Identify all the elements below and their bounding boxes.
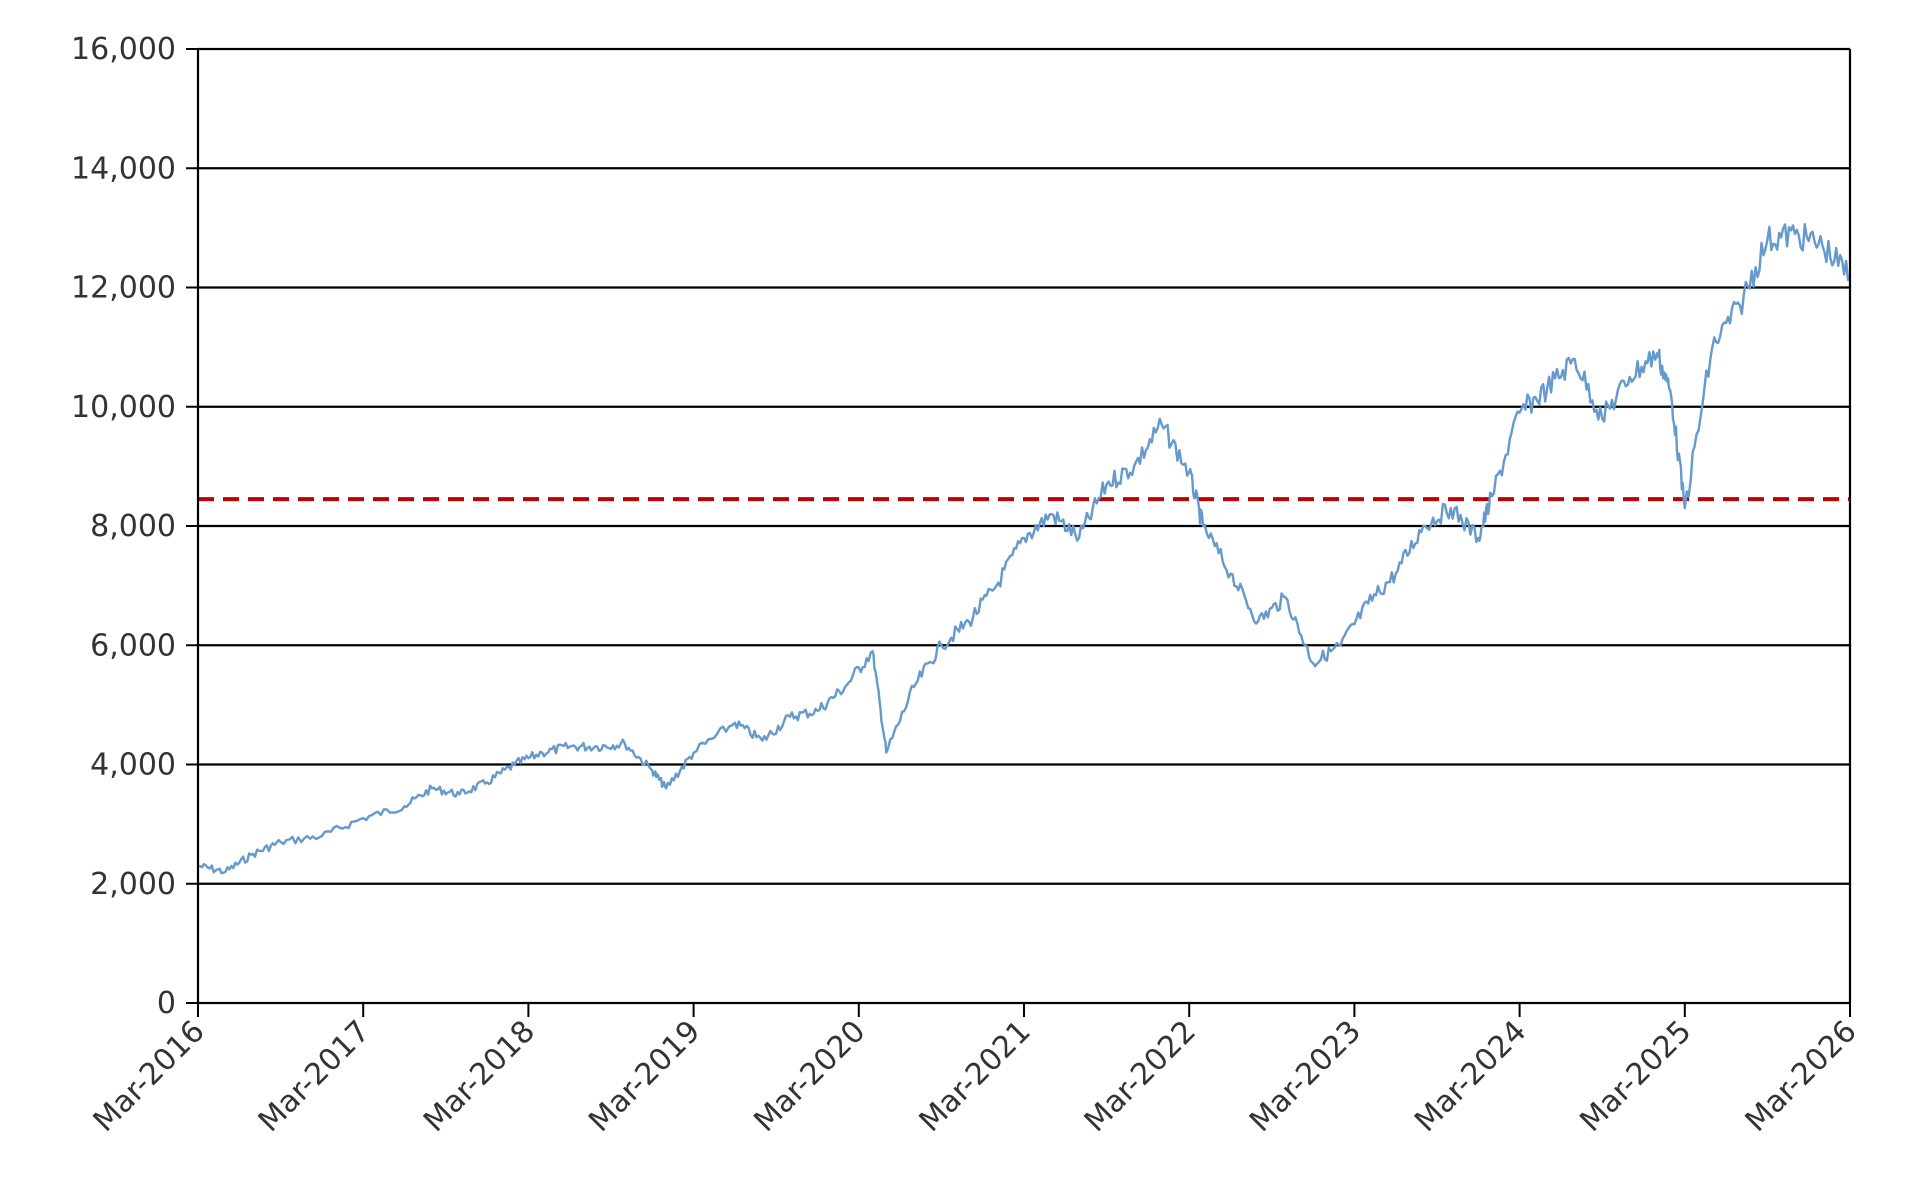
- x-tick-label: Mar-2019: [582, 1014, 707, 1139]
- y-tick-label: 10,000: [71, 390, 176, 425]
- gridlines: [198, 47, 1850, 885]
- y-axis-ticks: 0 2,000 4,000 6,000 8,000 10,000 12,000 14,000 1…: [71, 32, 198, 1021]
- x-tick-label: Mar-2018: [417, 1014, 542, 1139]
- x-tick-label: Mar-2017: [252, 1014, 377, 1139]
- x-axis-ticks: Mar-2016 Mar-2017 Mar-2018 Mar-2019 Mar-2020…: [87, 1003, 1864, 1139]
- x-tick-label: Mar-2016: [87, 1014, 212, 1139]
- x-tick-label: Mar-2022: [1078, 1014, 1203, 1139]
- y-tick-label: 4,000: [90, 748, 176, 783]
- x-tick-label: Mar-2024: [1408, 1014, 1533, 1139]
- y-tick-label: 16,000: [71, 32, 176, 67]
- x-tick-label: Mar-2023: [1243, 1014, 1368, 1139]
- x-tick-label: Mar-2020: [747, 1014, 872, 1139]
- x-tick-label: Mar-2025: [1573, 1014, 1698, 1139]
- y-tick-label: 12,000: [71, 271, 176, 306]
- y-tick-label: 2,000: [90, 867, 176, 902]
- y-tick-label: 6,000: [90, 628, 176, 663]
- y-tick-label: 8,000: [90, 509, 176, 544]
- y-tick-label: 14,000: [71, 151, 176, 186]
- x-tick-label: Mar-2021: [913, 1014, 1038, 1139]
- y-tick-label: 0: [157, 986, 176, 1021]
- x-tick-label: Mar-2026: [1739, 1014, 1864, 1139]
- series-line: [197, 223, 1852, 875]
- series-group: [197, 223, 1852, 875]
